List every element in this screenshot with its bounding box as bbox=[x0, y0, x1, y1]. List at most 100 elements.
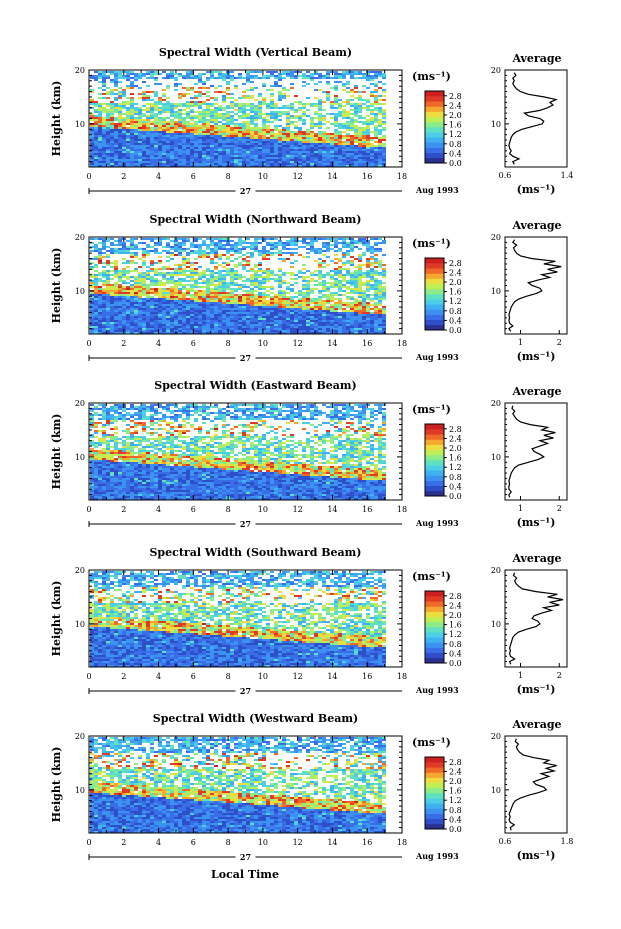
heatmap-cell bbox=[306, 328, 310, 330]
heatmap-cell bbox=[114, 153, 118, 155]
heatmap-cell bbox=[138, 73, 142, 75]
heatmap-cell bbox=[354, 111, 358, 113]
heatmap-cell bbox=[130, 324, 134, 326]
heatmap-cell bbox=[378, 292, 382, 294]
heatmap-cell bbox=[222, 101, 226, 103]
heatmap-cell bbox=[150, 137, 154, 139]
heatmap-cell bbox=[266, 272, 270, 274]
heatmap-cell bbox=[378, 284, 382, 286]
heatmap-cell bbox=[138, 280, 142, 282]
heatmap-cell bbox=[278, 324, 282, 326]
heatmap-cell bbox=[98, 125, 102, 127]
heatmap-cell bbox=[154, 121, 158, 123]
heatmap-cell bbox=[270, 318, 274, 320]
heatmap-cell bbox=[218, 328, 222, 330]
heatmap-cell bbox=[330, 316, 334, 318]
heatmap-cell bbox=[298, 316, 302, 318]
heatmap-cell bbox=[326, 290, 330, 292]
heatmap-cell bbox=[290, 296, 294, 298]
heatmap-cell bbox=[242, 83, 246, 85]
heatmap-cell bbox=[142, 141, 146, 143]
heatmap-cell bbox=[210, 145, 214, 147]
heatmap-cell bbox=[94, 71, 98, 73]
heatmap-cell bbox=[134, 308, 138, 310]
heatmap-cell bbox=[286, 304, 290, 306]
heatmap-cell bbox=[302, 151, 306, 153]
heatmap-cell bbox=[302, 318, 306, 320]
heatmap-cell bbox=[350, 314, 354, 316]
heatmap-cell bbox=[370, 77, 374, 79]
heatmap-cell bbox=[266, 89, 270, 91]
heatmap-cell bbox=[318, 266, 322, 268]
heatmap-cell bbox=[342, 314, 346, 316]
heatmap-cell bbox=[162, 284, 166, 286]
heatmap-cell bbox=[162, 123, 166, 125]
heatmap-cell bbox=[146, 318, 150, 320]
heatmap-cell bbox=[298, 157, 302, 159]
heatmap-cell bbox=[354, 306, 358, 308]
heatmap-cell bbox=[254, 320, 258, 322]
heatmap-cell bbox=[174, 117, 178, 119]
heatmap-cell bbox=[290, 139, 294, 141]
heatmap-cell bbox=[206, 131, 210, 133]
heatmap-cell bbox=[318, 75, 322, 77]
heatmap-cell bbox=[178, 123, 182, 125]
heatmap-cell bbox=[186, 280, 190, 282]
heatmap-cell bbox=[258, 165, 262, 167]
heatmap-cell bbox=[230, 139, 234, 141]
heatmap-cell bbox=[170, 272, 174, 274]
heatmap-cell bbox=[202, 159, 206, 161]
colorbar-swatch bbox=[425, 132, 444, 138]
heatmap-cell bbox=[162, 294, 166, 296]
heatmap-cell bbox=[154, 77, 158, 79]
heatmap-cell bbox=[374, 73, 378, 75]
heatmap-cell bbox=[134, 133, 138, 135]
heatmap-cell bbox=[358, 77, 362, 79]
heatmap-cell bbox=[146, 300, 150, 302]
heatmap-cell bbox=[218, 290, 222, 292]
heatmap-cell bbox=[362, 163, 366, 165]
heatmap-cell bbox=[222, 308, 226, 310]
heatmap-cell bbox=[342, 137, 346, 139]
heatmap-cell bbox=[382, 157, 386, 159]
heatmap-cell bbox=[162, 282, 166, 284]
heatmap-cell bbox=[338, 284, 342, 286]
heatmap-cell bbox=[118, 314, 122, 316]
heatmap-cell bbox=[286, 308, 290, 310]
heatmap-cell bbox=[98, 316, 102, 318]
heatmap-cell bbox=[290, 328, 294, 330]
heatmap-cell bbox=[130, 318, 134, 320]
heatmap-cell bbox=[238, 149, 242, 151]
heatmap-cell bbox=[138, 77, 142, 79]
heatmap-cell bbox=[118, 280, 122, 282]
heatmap-cell bbox=[326, 322, 330, 324]
heatmap-cell bbox=[202, 312, 206, 314]
heatmap-cell bbox=[354, 127, 358, 129]
heatmap-cell bbox=[318, 264, 322, 266]
heatmap-cell bbox=[310, 139, 314, 141]
heatmap-cell bbox=[294, 155, 298, 157]
heatmap-cell bbox=[190, 111, 194, 113]
heatmap-cell bbox=[174, 320, 178, 322]
heatmap-cell bbox=[250, 155, 254, 157]
heatmap-cell bbox=[250, 131, 254, 133]
heatmap-cell bbox=[182, 278, 186, 280]
heatmap-cell bbox=[318, 322, 322, 324]
heatmap-cell bbox=[122, 149, 126, 151]
heatmap-cell bbox=[198, 165, 202, 167]
heatmap-cell bbox=[330, 306, 334, 308]
heatmap-cell bbox=[274, 302, 278, 304]
heatmap-cell bbox=[186, 298, 190, 300]
heatmap-cell bbox=[322, 294, 326, 296]
heatmap-cell bbox=[294, 131, 298, 133]
heatmap-cell bbox=[190, 157, 194, 159]
heatmap-cell bbox=[270, 111, 274, 113]
heatmap-cell bbox=[270, 326, 274, 328]
heatmap-cell bbox=[266, 274, 270, 276]
heatmap-cell bbox=[302, 75, 306, 77]
heatmap-cell bbox=[110, 161, 114, 163]
heatmap-cell bbox=[210, 119, 214, 121]
heatmap-cell bbox=[210, 324, 214, 326]
heatmap-cell bbox=[146, 141, 150, 143]
heatmap-cell bbox=[214, 322, 218, 324]
